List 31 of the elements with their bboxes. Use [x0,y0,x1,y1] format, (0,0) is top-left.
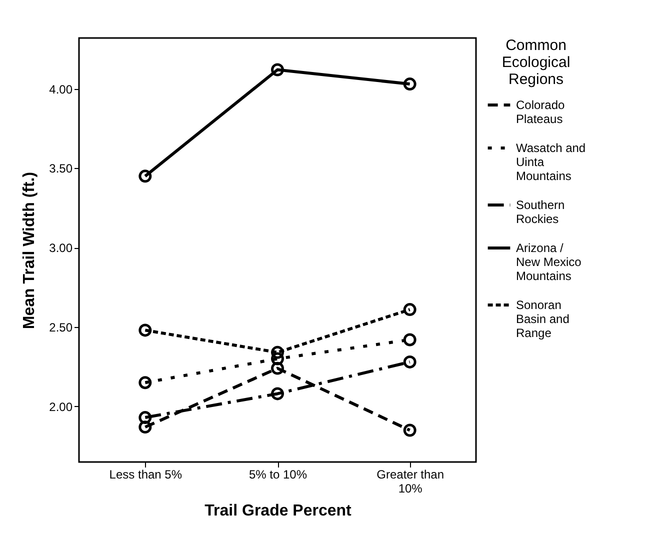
point [138,170,152,183]
y-tick-label: 3.00 [49,241,73,256]
point [138,324,152,337]
legend-title: Common Ecological Regions [502,37,570,88]
x-tick-label: 5% to 10% [248,468,308,482]
legend-label: Wasatch and Uinta Mountains [516,141,586,183]
point [403,78,416,91]
point [138,420,152,434]
legend-label: Arizona / New Mexico Mountains [516,241,582,283]
point [403,303,416,316]
point [403,424,416,437]
legend-label: Southern Rockies [516,198,565,226]
y-tick-label: 3.50 [49,162,73,176]
point [403,355,416,368]
point [271,346,284,359]
x-axis-title: Trail Grade Percent [204,502,352,520]
point [403,333,416,346]
point [271,63,284,76]
x-tick-label: Greater than 10% [376,468,444,496]
x-tick-label: Less than 5% [109,468,182,482]
y-tick-label: 2.50 [49,320,73,335]
y-tick-label: 2.00 [49,400,73,414]
y-axis-title: Mean Trail Width (ft.) [21,172,38,330]
point [138,376,152,390]
y-tick-label: 4.00 [49,82,73,96]
point [138,411,152,424]
point [271,387,284,400]
legend-label: Colorado Plateaus [516,98,566,126]
point [271,362,284,375]
point [271,352,284,366]
legend-label: Sonoran Basin and Range [516,298,570,340]
